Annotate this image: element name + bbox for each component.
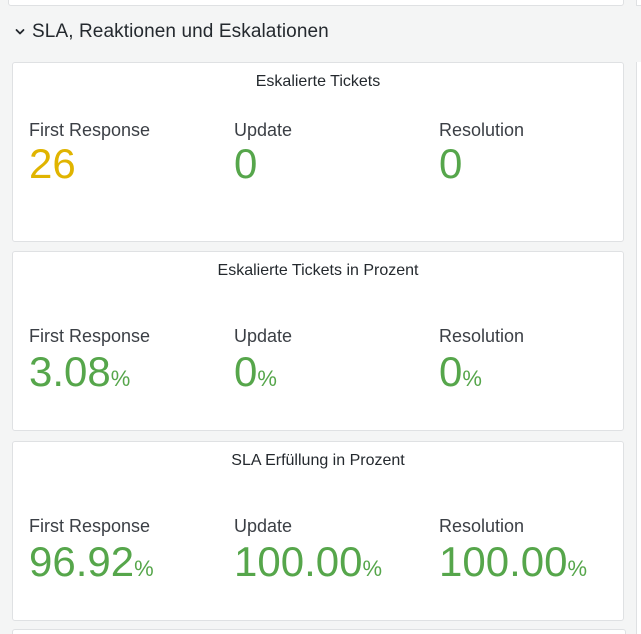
previous-side-panel-edge — [636, 0, 641, 6]
panel-title[interactable]: SLA Erfüllung in Prozent — [231, 452, 405, 469]
panel-sla-fulfillment-percent[interactable]: SLA Erfüllung in Prozent First Response … — [12, 441, 624, 621]
stat-value: 100.00% — [234, 538, 383, 585]
stat-first-response: First Response 26 — [29, 119, 229, 185]
stat-label: First Response — [29, 326, 151, 346]
panel-title[interactable]: Eskalierte Tickets in Prozent — [217, 262, 419, 279]
stat-label: Update — [234, 326, 293, 346]
stat-label: Update — [234, 516, 293, 536]
stat-label: Resolution — [439, 516, 525, 536]
stat-value: 26 — [29, 140, 76, 187]
row-header-sla[interactable]: SLA, Reaktionen und Eskalationen — [14, 18, 329, 46]
stat-resolution: Resolution 0 — [439, 119, 639, 185]
stat-value: 0% — [439, 348, 482, 395]
panel-escalated-tickets-percent[interactable]: Eskalierte Tickets in Prozent First Resp… — [12, 251, 624, 431]
stat-label: Resolution — [439, 326, 525, 346]
stat-label: Update — [234, 120, 293, 140]
stat-first-response: First Response 96.92% — [29, 515, 229, 583]
stat-value: 0% — [234, 348, 277, 395]
row-title: SLA, Reaktionen und Eskalationen — [32, 21, 329, 42]
stat-resolution: Resolution 100.00% — [439, 515, 639, 583]
stat-update: Update 100.00% — [234, 515, 434, 583]
stat-resolution: Resolution 0% — [439, 325, 639, 393]
side-panel-edge — [636, 62, 641, 634]
stat-value: 0 — [439, 140, 463, 187]
chevron-down-icon[interactable] — [14, 26, 26, 38]
stat-label: Resolution — [439, 120, 525, 140]
stat-value: 100.00% — [439, 538, 588, 585]
stat-value: 3.08% — [29, 348, 131, 395]
panel-escalated-tickets[interactable]: Eskalierte Tickets First Response 26 Upd… — [12, 62, 624, 242]
stat-value: 96.92% — [29, 538, 154, 585]
next-panel-edge — [12, 629, 626, 634]
stat-update: Update 0% — [234, 325, 434, 393]
stat-label: First Response — [29, 516, 151, 536]
stat-first-response: First Response 3.08% — [29, 325, 229, 393]
previous-panel-edge — [8, 0, 624, 6]
stat-update: Update 0 — [234, 119, 434, 185]
stat-label: First Response — [29, 120, 151, 140]
stat-value: 0 — [234, 140, 258, 187]
panel-title[interactable]: Eskalierte Tickets — [255, 73, 381, 90]
